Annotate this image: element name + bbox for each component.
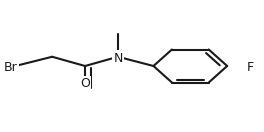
Text: Br: Br bbox=[4, 61, 17, 74]
Text: F: F bbox=[247, 61, 254, 74]
Text: N: N bbox=[113, 52, 123, 65]
Text: O: O bbox=[80, 77, 90, 90]
